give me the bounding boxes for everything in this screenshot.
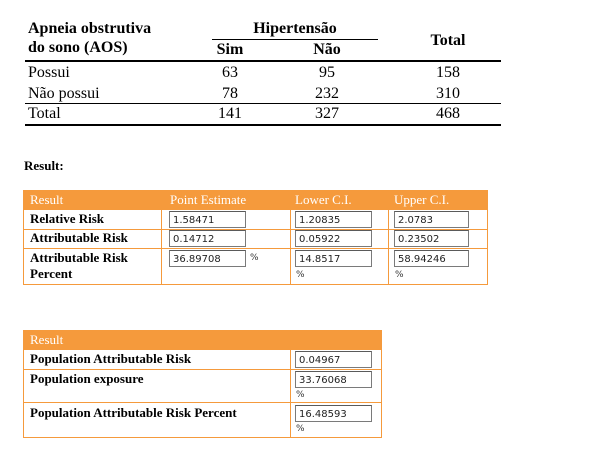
relative-risk-lower-field[interactable]: 1.20835 <box>295 211 372 228</box>
col-divider <box>161 210 162 284</box>
population-attributable-risk-percent-field[interactable]: 16.48593 <box>295 405 372 422</box>
row-label: Não possui <box>28 85 100 102</box>
percent-unit: % <box>395 270 404 280</box>
population-exposure-field[interactable]: 33.76068 <box>295 371 372 388</box>
attributable-risk-point-field[interactable]: 0.14712 <box>169 230 246 247</box>
percent-unit: % <box>296 390 305 400</box>
relative-risk-upper-field[interactable]: 2.0783 <box>394 211 469 228</box>
row-divider <box>24 248 487 249</box>
row-divider <box>24 402 381 403</box>
col-sim: Sim <box>216 41 244 58</box>
cell-nao: 232 <box>315 85 339 102</box>
col-divider <box>290 350 291 437</box>
row-label-population-attributable-risk: Population Attributable Risk <box>30 351 192 366</box>
row-header-line2: do sono (AOS) <box>28 39 128 56</box>
table-header-row: Result Point Estimate Lower C.I. Upper C… <box>24 191 487 210</box>
attributable-risk-percent-point-field[interactable]: 36.89708 <box>169 250 246 267</box>
group-header: Hipertensão <box>253 20 337 37</box>
contingency-table: Apneia obstrutiva do sono (AOS) Hiperten… <box>25 16 501 126</box>
row-label-line1: Attributable Risk <box>30 250 128 265</box>
cell-total: 468 <box>436 105 460 122</box>
cell-total: 158 <box>436 64 460 81</box>
cell-total: 310 <box>436 85 460 102</box>
percent-unit: % <box>296 270 305 280</box>
row-label: Possui <box>28 64 70 81</box>
attributable-risk-upper-field[interactable]: 0.23502 <box>394 230 469 247</box>
result-label: Result: <box>24 158 64 173</box>
relative-risk-point-field[interactable]: 1.58471 <box>169 211 246 228</box>
row-divider <box>24 369 381 370</box>
result-table-risk: Result Point Estimate Lower C.I. Upper C… <box>23 190 488 285</box>
col-divider <box>290 210 291 284</box>
attributable-risk-lower-field[interactable]: 0.05922 <box>295 230 372 247</box>
header-lower-ci: Lower C.I. <box>295 192 352 207</box>
header-rule <box>25 60 501 62</box>
result-table-population: Result Population Attributable Risk 0.04… <box>23 330 382 438</box>
table-header-row: Result <box>24 331 381 350</box>
col-divider <box>388 210 389 284</box>
row-label: Total <box>28 105 61 122</box>
row-header-line1: Apneia obstrutiva <box>28 20 152 37</box>
cell-sim: 63 <box>222 64 238 81</box>
percent-unit: % <box>250 253 259 263</box>
row-label-attributable-risk-percent: Attributable Risk Percent <box>30 250 128 282</box>
total-rule <box>25 103 501 104</box>
bottom-rule <box>25 124 501 126</box>
percent-unit: % <box>296 424 305 434</box>
header-result: Result <box>30 192 64 207</box>
attributable-risk-percent-lower-field[interactable]: 14.8517 <box>295 250 372 267</box>
group-underline <box>212 39 378 40</box>
col-total: Total <box>430 32 466 49</box>
col-nao: Não <box>313 41 341 58</box>
header-upper-ci: Upper C.I. <box>394 192 450 207</box>
row-label-attributable-risk: Attributable Risk <box>30 230 128 245</box>
header-result: Result <box>30 332 64 347</box>
cell-sim: 78 <box>222 85 238 102</box>
cell-nao: 95 <box>319 64 335 81</box>
cell-sim: 141 <box>218 105 242 122</box>
row-label-population-exposure: Population exposure <box>30 371 144 386</box>
row-label-population-attributable-risk-percent: Population Attributable Risk Percent <box>30 405 237 420</box>
attributable-risk-percent-upper-field[interactable]: 58.94246 <box>394 250 469 267</box>
row-divider <box>24 229 487 230</box>
row-label-relative-risk: Relative Risk <box>30 211 105 226</box>
population-attributable-risk-field[interactable]: 0.04967 <box>295 351 372 368</box>
cell-nao: 327 <box>315 105 339 122</box>
header-point-estimate: Point Estimate <box>170 192 247 207</box>
row-label-line2: Percent <box>30 266 73 281</box>
